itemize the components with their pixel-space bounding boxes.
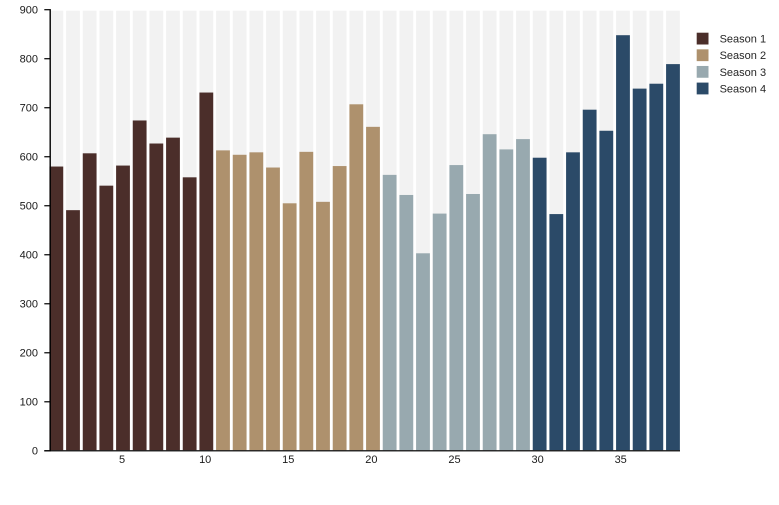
svg-text:0: 0 bbox=[32, 446, 38, 458]
svg-text:800: 800 bbox=[20, 54, 38, 66]
svg-text:900: 900 bbox=[20, 5, 38, 17]
svg-text:Season 3: Season 3 bbox=[720, 67, 766, 79]
svg-text:35: 35 bbox=[615, 454, 627, 466]
svg-text:200: 200 bbox=[20, 348, 38, 360]
svg-text:Season 4: Season 4 bbox=[720, 83, 766, 95]
svg-text:500: 500 bbox=[20, 201, 38, 213]
svg-text:5: 5 bbox=[119, 454, 125, 466]
svg-text:700: 700 bbox=[20, 103, 38, 115]
svg-text:15: 15 bbox=[282, 454, 294, 466]
svg-text:Season 2: Season 2 bbox=[720, 50, 766, 62]
svg-text:100: 100 bbox=[20, 397, 38, 409]
svg-text:Season 1: Season 1 bbox=[720, 34, 766, 46]
svg-text:20: 20 bbox=[365, 454, 377, 466]
svg-text:10: 10 bbox=[199, 454, 211, 466]
svg-text:300: 300 bbox=[20, 299, 38, 311]
svg-text:400: 400 bbox=[20, 250, 38, 262]
svg-text:25: 25 bbox=[448, 454, 460, 466]
svg-text:600: 600 bbox=[20, 152, 38, 164]
svg-text:30: 30 bbox=[531, 454, 543, 466]
